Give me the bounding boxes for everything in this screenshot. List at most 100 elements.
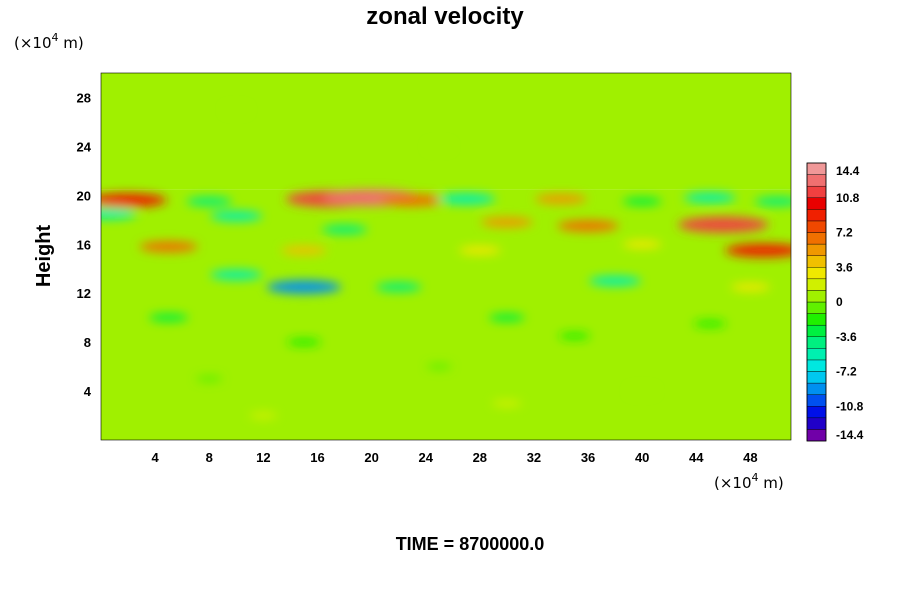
x-tick-label-24: 24 — [418, 450, 433, 465]
heatmap-feature-21 — [557, 219, 619, 232]
colorbar-swatch-15 — [806, 255, 827, 268]
heatmap-feature-10 — [266, 280, 342, 294]
colorbar-swatch-22 — [806, 174, 827, 187]
heatmap-features — [101, 106, 791, 420]
heatmap-feature-26 — [101, 193, 167, 208]
heatmap-feature-8 — [488, 313, 525, 322]
colorbar-swatch-7 — [806, 348, 827, 361]
colorbar-label-1: 10.8 — [836, 191, 860, 205]
colorbar-frame — [806, 162, 827, 442]
x-tick-label-8: 8 — [206, 450, 213, 465]
y-tick-label-4: 4 — [84, 384, 92, 399]
y-axis-ticks: 4 8 12 16 20 24 28 — [77, 90, 92, 399]
x-tick-label-28: 28 — [473, 450, 487, 465]
heatmap-feature-5 — [286, 338, 321, 347]
heatmap-feature-31 — [437, 193, 496, 205]
heatmap-feature-34 — [186, 196, 233, 207]
colorbar — [806, 162, 827, 442]
colorbar-swatch-9 — [806, 324, 827, 337]
heatmap-feature-3 — [426, 363, 452, 370]
colorbar-swatch-16 — [806, 243, 827, 256]
heatmap-background-lower — [101, 189, 791, 440]
colorbar-swatch-17 — [806, 232, 827, 245]
colorbar-swatch-5 — [806, 371, 827, 384]
colorbar-label-2: 7.2 — [836, 226, 853, 240]
plot-frame — [100, 72, 792, 441]
colorbar-swatch-14 — [806, 267, 827, 280]
heatmap-feature-19 — [725, 243, 791, 258]
heatmap-feature-4 — [628, 387, 656, 395]
x-tick-label-4: 4 — [152, 450, 160, 465]
colorbar-swatch-4 — [806, 382, 827, 395]
colorbar-swatch-18 — [806, 220, 827, 233]
heatmap-background-upper — [101, 73, 791, 190]
heatmap-feature-33 — [754, 196, 791, 207]
heatmap-feature-35 — [622, 197, 662, 206]
heatmap-feature-14 — [730, 282, 771, 292]
y-tick-label-8: 8 — [84, 335, 91, 350]
colorbar-swatch-3 — [806, 394, 827, 407]
colorbar-swatch-8 — [806, 336, 827, 349]
heatmap-feature-22 — [678, 216, 769, 233]
heatmap-feature-6 — [558, 332, 591, 340]
x-axis-ticks: 4 8 12 16 20 24 28 32 36 40 44 48 — [152, 450, 758, 465]
heatmap-feature-30 — [535, 193, 587, 205]
heatmap-feature-23 — [480, 216, 533, 228]
heatmap-feature-25 — [101, 207, 137, 220]
colorbar-label-3: 3.6 — [836, 260, 853, 274]
heatmap-feature-9 — [693, 319, 727, 328]
colorbar-swatch-11 — [806, 301, 827, 314]
colorbar-label-5: -3.6 — [836, 330, 857, 344]
y-axis-label: Height — [33, 225, 55, 288]
x-tick-label-36: 36 — [581, 450, 595, 465]
y-tick-label-20: 20 — [77, 188, 91, 203]
heatmap-feature-11 — [375, 282, 422, 292]
x-unit-label: (×104 m) — [714, 471, 784, 492]
heatmap-feature-24 — [210, 210, 263, 222]
colorbar-swatch-20 — [806, 197, 827, 210]
x-tick-label-44: 44 — [689, 450, 704, 465]
heatmap-feature-32 — [683, 192, 736, 204]
heatmap-feature-20 — [321, 224, 368, 235]
heatmap-feature-18 — [622, 239, 662, 249]
heatmap-feature-12 — [589, 275, 642, 287]
y-tick-label-28: 28 — [77, 90, 91, 105]
colorbar-swatch-1 — [806, 417, 827, 430]
y-unit-label: (×104 m) — [14, 31, 84, 52]
colorbar-swatch-6 — [806, 359, 827, 372]
heatmap-feature-13 — [210, 269, 263, 281]
x-tick-label-12: 12 — [256, 450, 270, 465]
colorbar-swatch-13 — [806, 278, 827, 291]
x-tick-label-48: 48 — [743, 450, 757, 465]
x-tick-label-32: 32 — [527, 450, 541, 465]
colorbar-swatch-21 — [806, 185, 827, 198]
colorbar-label-7: -10.8 — [836, 399, 864, 413]
heatmap-feature-17 — [458, 245, 502, 255]
colorbar-swatch-0 — [806, 429, 827, 442]
heatmap-feature-15 — [139, 241, 198, 253]
x-tick-label-16: 16 — [310, 450, 324, 465]
time-label: TIME = 8700000.0 — [396, 534, 545, 554]
heatmap-feature-7 — [149, 313, 189, 323]
colorbar-labels: 14.4 10.8 7.2 3.6 0 -3.6 -7.2 -10.8 -14.4 — [836, 164, 864, 442]
chart-title: zonal velocity — [366, 3, 524, 30]
heatmap-feature-16 — [281, 245, 327, 256]
y-tick-label-16: 16 — [77, 237, 91, 252]
heatmap-feature-29 — [379, 194, 445, 207]
heatmap-feature-36 — [427, 143, 452, 150]
colorbar-swatch-12 — [806, 290, 827, 303]
y-tick-label-12: 12 — [77, 286, 91, 301]
heatmap-feature-2 — [196, 375, 223, 383]
x-tick-label-40: 40 — [635, 450, 649, 465]
colorbar-label-4: 0 — [836, 295, 843, 309]
colorbar-label-6: -7.2 — [836, 365, 857, 379]
colorbar-label-8: -14.4 — [836, 428, 864, 442]
colorbar-swatch-19 — [806, 209, 827, 222]
colorbar-swatch-23 — [806, 162, 827, 175]
y-tick-label-24: 24 — [77, 139, 92, 154]
colorbar-swatch-10 — [806, 313, 827, 326]
heatmap-feature-1 — [492, 399, 522, 407]
heatmap-feature-37 — [224, 106, 248, 113]
x-tick-label-20: 20 — [364, 450, 378, 465]
